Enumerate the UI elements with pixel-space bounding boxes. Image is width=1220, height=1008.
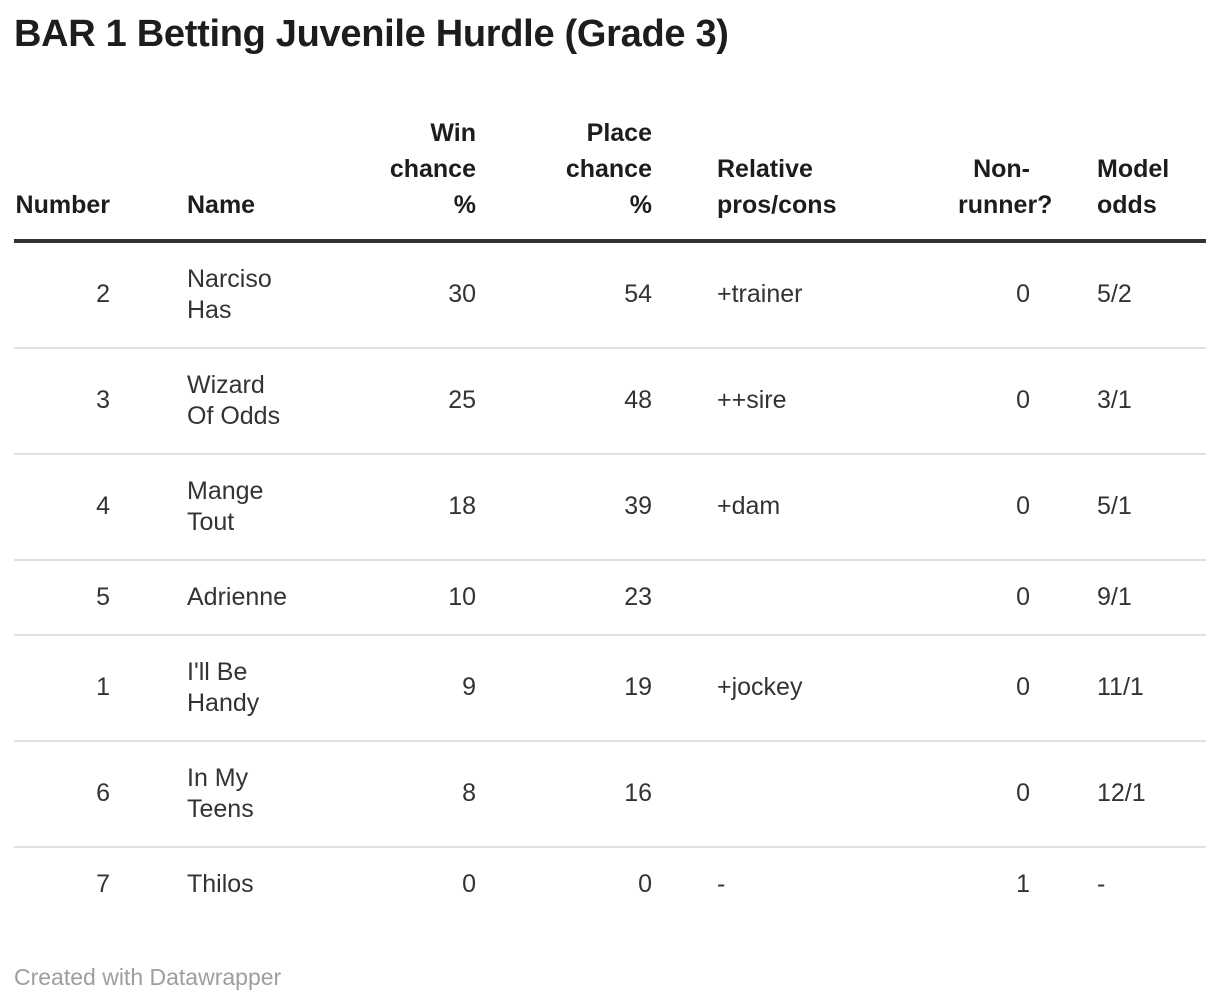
cell-win-chance: 8 <box>462 779 476 808</box>
cell-name: Adrienne <box>187 582 288 611</box>
cell-non-runner: 0 <box>1016 386 1030 415</box>
cell-non-runner: 0 <box>1016 582 1030 611</box>
cell-win-chance: 30 <box>448 280 476 309</box>
column-header-pros-cons: Relative pros/cons <box>672 114 958 243</box>
cell-name: Thilos <box>187 869 254 898</box>
cell-model-odds: 3/1 <box>1097 386 1132 415</box>
table-row: 1 I'll Be Handy 9 19 +jockey 0 11/1 <box>14 634 1206 741</box>
attribution-link[interactable]: Created with Datawrapper <box>14 963 282 990</box>
cell-win-chance: 18 <box>448 492 476 521</box>
cell-model-odds: 12/1 <box>1097 779 1146 808</box>
cell-pros-cons: ++sire <box>717 386 787 415</box>
cell-win-chance: 10 <box>448 582 476 611</box>
table-row: 3 Wizard Of Odds 25 48 ++sire 0 3/1 <box>14 347 1206 454</box>
cell-place-chance: 23 <box>624 582 652 611</box>
column-header-non-runner: Non- runner? <box>958 114 1052 243</box>
cell-pros-cons <box>672 560 958 635</box>
cell-win-chance: 25 <box>448 386 476 415</box>
cell-place-chance: 54 <box>624 280 652 309</box>
table-row: 7 Thilos 0 0 - 1 - <box>14 846 1206 921</box>
cell-number: 3 <box>96 386 110 415</box>
cell-name: Narciso Has <box>187 264 272 324</box>
cell-name: I'll Be Handy <box>187 657 260 717</box>
cell-model-odds: 11/1 <box>1097 673 1144 702</box>
cell-model-odds: - <box>1097 869 1106 898</box>
cell-number: 7 <box>96 869 110 898</box>
cell-place-chance: 16 <box>624 779 652 808</box>
cell-name: Wizard Of Odds <box>187 370 281 430</box>
cell-model-odds: 5/2 <box>1097 280 1132 309</box>
cell-win-chance: 9 <box>462 673 476 702</box>
page-title: BAR 1 Betting Juvenile Hurdle (Grade 3) <box>14 13 729 55</box>
cell-place-chance: 39 <box>624 492 652 521</box>
table-row: 6 In My Teens 8 16 0 12/1 <box>14 740 1206 847</box>
betting-table: Number Name Win chance % Place chance % … <box>14 114 1206 921</box>
cell-non-runner: 0 <box>1016 673 1030 702</box>
cell-place-chance: 19 <box>624 673 652 702</box>
cell-model-odds: 9/1 <box>1097 582 1132 611</box>
cell-win-chance: 0 <box>462 869 476 898</box>
column-header-name: Name <box>162 114 346 243</box>
cell-number: 4 <box>96 492 110 521</box>
cell-pros-cons: - <box>717 869 726 898</box>
table-row: 4 Mange Tout 18 39 +dam 0 5/1 <box>14 453 1206 560</box>
cell-number: 6 <box>96 779 110 808</box>
cell-model-odds: 5/1 <box>1097 492 1132 521</box>
column-header-number: Number <box>14 114 162 243</box>
cell-non-runner: 1 <box>1016 869 1030 898</box>
column-header-model-odds: Model odds <box>1050 114 1206 243</box>
column-header-place-chance: Place chance % <box>496 114 672 243</box>
cell-name: In My Teens <box>187 763 254 823</box>
table-row: 5 Adrienne 10 23 0 9/1 <box>14 559 1206 635</box>
cell-number: 2 <box>96 280 110 309</box>
cell-name: Mange Tout <box>187 476 264 536</box>
cell-pros-cons: +trainer <box>717 280 803 309</box>
cell-non-runner: 0 <box>1016 779 1030 808</box>
cell-pros-cons: +jockey <box>717 673 803 702</box>
cell-place-chance: 0 <box>638 869 652 898</box>
cell-number: 1 <box>96 673 110 702</box>
cell-non-runner: 0 <box>1016 492 1030 521</box>
chart-container: BAR 1 Betting Juvenile Hurdle (Grade 3) … <box>0 12 1220 991</box>
cell-pros-cons <box>672 741 958 847</box>
cell-place-chance: 48 <box>624 386 652 415</box>
cell-non-runner: 0 <box>1016 280 1030 309</box>
cell-pros-cons: +dam <box>717 492 781 521</box>
header-row: Number Name Win chance % Place chance % … <box>14 114 1206 243</box>
table-row: 2 Narciso Has 30 54 +trainer 0 5/2 <box>14 241 1206 348</box>
cell-number: 5 <box>96 582 110 611</box>
column-header-win-chance: Win chance % <box>346 114 496 243</box>
